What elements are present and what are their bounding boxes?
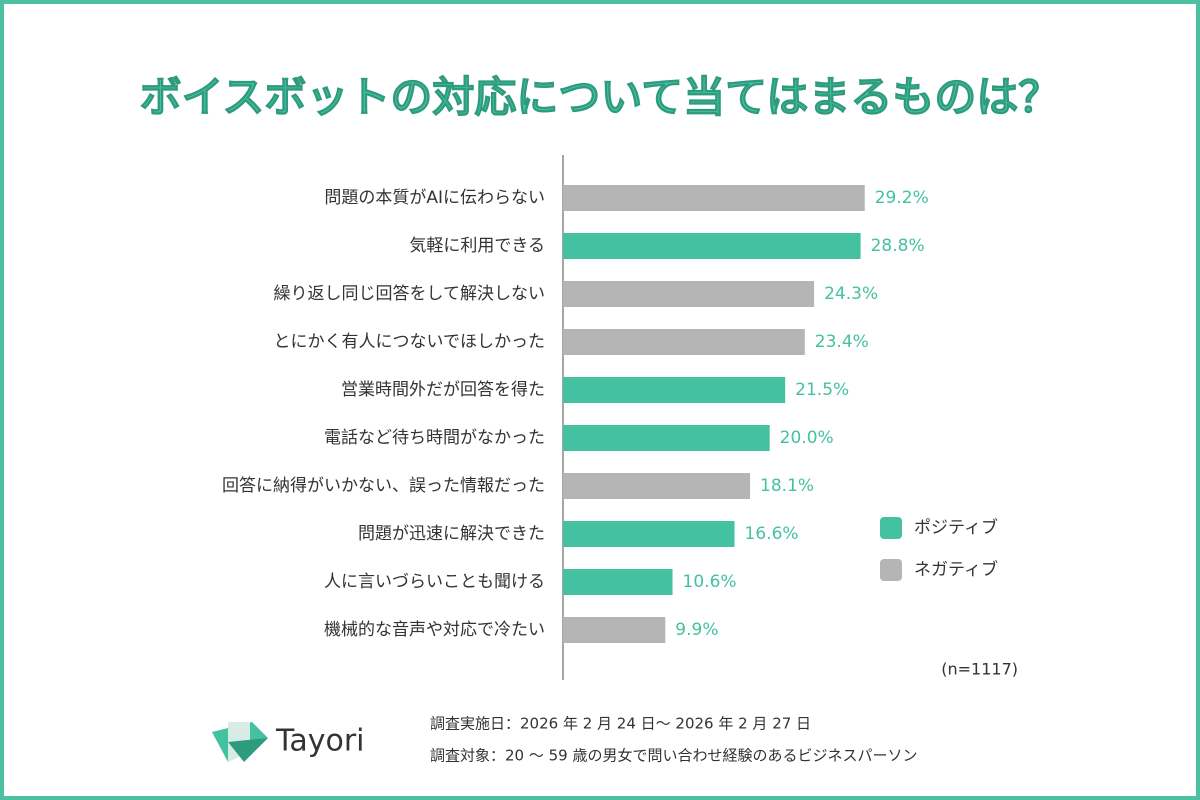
value-label: 10.6% [683, 572, 737, 592]
legend-label: ポジティブ [914, 517, 998, 538]
annotation: (n=1117) [941, 660, 1018, 679]
category-label: 繰り返し同じ回答をして解決しない [274, 284, 546, 304]
bar [563, 521, 735, 547]
category-label: 問題の本質がAIに伝わらない [324, 188, 545, 208]
category-label: とにかく有人につないでほしかった [274, 332, 546, 352]
legend-label: ネガティブ [914, 559, 998, 580]
bar [563, 233, 861, 259]
chart-title: ボイスボットの対応について当てはまるものは？ [140, 73, 1061, 122]
bar [563, 569, 673, 595]
value-label: 23.4% [815, 332, 869, 352]
category-label: 問題が迅速に解決できた [358, 524, 545, 544]
value-label: 28.8% [871, 236, 925, 256]
bar [563, 329, 805, 355]
value-label: 20.0% [780, 428, 834, 448]
legend-swatch [880, 559, 902, 581]
category-label: 気軽に利用できる [409, 236, 545, 256]
value-label: 16.6% [745, 524, 799, 544]
logo-text: Tayori [275, 724, 365, 759]
value-label: 21.5% [795, 380, 849, 400]
bar [563, 617, 666, 643]
category-label: 回答に納得がいかない、誤った情報だった [222, 476, 545, 496]
bar [563, 185, 865, 211]
survey-target: 調査対象：20 〜 59 歳の男女で問い合わせ経験のあるビジネスパーソン [430, 747, 917, 765]
value-label: 29.2% [875, 188, 929, 208]
category-label: 営業時間外だが回答を得た [341, 380, 545, 400]
bar [563, 281, 815, 307]
value-label: 9.9% [675, 620, 718, 640]
category-label: 機械的な音声や対応で冷たい [324, 620, 545, 640]
bar [563, 473, 751, 499]
legend-swatch [880, 517, 902, 539]
bar [563, 425, 770, 451]
category-label: 人に言いづらいことも聞ける [324, 572, 545, 592]
value-label: 24.3% [824, 284, 878, 304]
value-label: 18.1% [760, 476, 814, 496]
bar [563, 377, 786, 403]
survey-period: 調査実施日：2026 年 2 月 24 日〜 2026 年 2 月 27 日 [430, 715, 811, 733]
category-label: 電話など待ち時間がなかった [324, 428, 545, 448]
logo [212, 722, 268, 762]
